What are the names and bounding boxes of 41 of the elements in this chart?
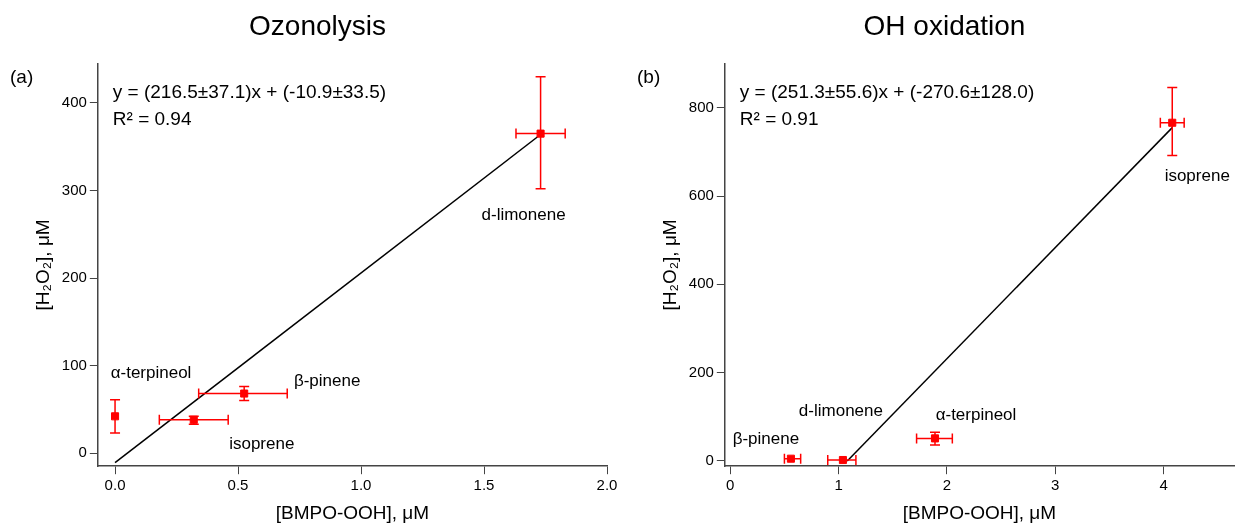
y-tick-label: 0 (705, 451, 714, 469)
y-tick-label: 400 (61, 93, 87, 111)
y-tick-label: 200 (688, 362, 714, 380)
annotation: isoprene (229, 433, 295, 453)
point (536, 129, 545, 138)
x-axis-title: [BMPO-OOH], μM (902, 501, 1057, 523)
annotation: R² = 0.94 (112, 108, 192, 130)
y-tick-label: 800 (688, 97, 714, 115)
x-tick-label: 1.5 (473, 476, 495, 494)
annotation: y = (216.5±37.1)x + (-10.9±33.5) (112, 81, 387, 103)
y-axis-title: [H₂O₂], μM (658, 219, 680, 311)
y-tick-label: 100 (61, 355, 87, 373)
y-tick-label: 300 (61, 180, 87, 198)
annotation: y = (251.3±55.6)x + (-270.6±128.0) (739, 81, 1035, 103)
x-tick-label: 2 (942, 476, 952, 494)
text: (b) (637, 65, 661, 87)
x-tick-label: 2.0 (596, 476, 618, 494)
x-tick-label: 0.0 (104, 476, 126, 494)
x-tick-label: 0 (726, 476, 735, 494)
text: (a) (10, 65, 34, 87)
x-tick-label: 4 (1159, 476, 1168, 494)
y-axis-title: [H₂O₂], μM (31, 219, 53, 311)
x-tick-label: 1.0 (350, 476, 372, 494)
annotation: R² = 0.91 (739, 108, 819, 130)
x-tick-label: 3 (1051, 476, 1060, 494)
y-tick-label: 200 (61, 268, 87, 286)
x-axis-title: [BMPO-OOH], μM (275, 501, 430, 523)
annotation: β-pinene (732, 429, 800, 449)
y-tick-label: 0 (78, 443, 87, 461)
annotation: α-terpineol (110, 363, 192, 382)
y-tick-label: 400 (688, 274, 714, 292)
annotation: d-limonene (798, 400, 883, 420)
chart-title: Ozonolysis (249, 9, 386, 41)
x-tick-label: 1 (834, 476, 843, 494)
annotation: d-limonene (481, 205, 566, 225)
annotation: β-pinene (293, 371, 361, 391)
annotation: isoprene (1164, 166, 1230, 186)
y-tick-label: 600 (688, 186, 714, 204)
annotation: α-terpineol (935, 405, 1017, 425)
chart-title: OH oxidation (863, 9, 1026, 41)
x-tick-label: 0.5 (227, 476, 249, 494)
